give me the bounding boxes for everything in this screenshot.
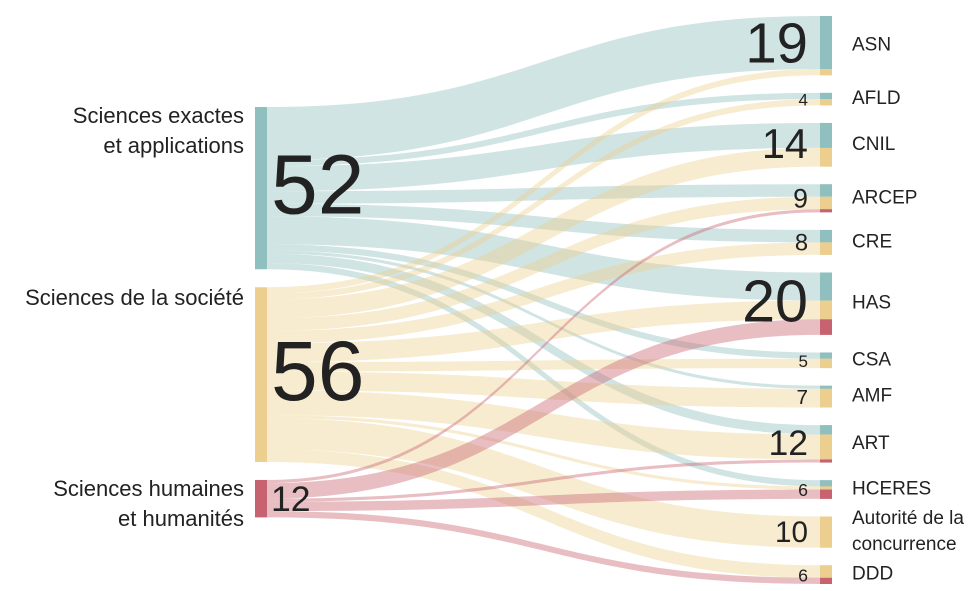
target-segment [820, 434, 832, 460]
target-segment [820, 385, 832, 389]
source-node [255, 479, 267, 518]
flow [267, 511, 820, 584]
target-label: HCERES [852, 479, 931, 500]
target-segment [820, 425, 832, 435]
flow [267, 449, 820, 578]
flow [267, 250, 820, 389]
flow [267, 69, 820, 294]
target-segment [820, 300, 832, 320]
target-label: CRE [852, 231, 892, 252]
target-segment [820, 99, 832, 106]
flow [267, 390, 820, 460]
flow [267, 209, 820, 484]
target-label: concurrence [852, 534, 957, 555]
flow [267, 319, 820, 499]
target-value: 7 [796, 386, 808, 409]
flow [267, 253, 820, 435]
source-value: 56 [271, 324, 364, 418]
flow [267, 459, 820, 502]
target-value: 6 [798, 480, 808, 500]
flow [267, 263, 820, 487]
flow [267, 489, 820, 512]
target-segment [820, 352, 832, 359]
flow [267, 203, 820, 243]
flow [267, 122, 820, 192]
flow [267, 184, 820, 204]
target-segment [820, 242, 832, 255]
target-label: ASN [852, 35, 891, 56]
target-label: ARCEP [852, 187, 917, 208]
target-segment [820, 480, 832, 487]
target-segment [820, 92, 832, 100]
target-segment [820, 516, 832, 548]
target-segment [820, 69, 832, 76]
flow [267, 415, 820, 490]
target-label: Autorité de la [852, 508, 964, 529]
target-segment [820, 489, 832, 499]
target-label: HAS [852, 293, 891, 314]
target-value: 20 [742, 267, 808, 334]
target-label: CNIL [852, 134, 895, 155]
flow [267, 16, 820, 161]
source-label: Sciences exactes [73, 103, 244, 128]
flow [267, 358, 820, 372]
target-segment [820, 16, 832, 70]
flow [267, 216, 820, 301]
source-label: Sciences humaines [53, 476, 244, 501]
target-segment [820, 486, 832, 490]
target-segment [820, 147, 832, 167]
target-value: 19 [745, 12, 808, 75]
target-value: 6 [798, 565, 808, 585]
target-value: 9 [793, 183, 808, 213]
target-segment [820, 319, 832, 335]
target-label: DDD [852, 564, 893, 585]
target-value: 12 [768, 423, 808, 463]
target-label: ART [852, 433, 890, 454]
target-segment [820, 272, 832, 301]
flow [267, 418, 820, 548]
flow [267, 147, 820, 319]
target-value: 10 [775, 516, 808, 549]
target-value: 14 [762, 120, 808, 167]
target-segment [820, 577, 832, 584]
source-label: et applications [103, 133, 244, 158]
source-node [255, 107, 267, 270]
flow [267, 196, 820, 331]
target-label: AMF [852, 386, 892, 407]
target-value: 4 [799, 91, 808, 110]
source-label: et humanités [118, 506, 244, 531]
target-label: AFLD [852, 88, 901, 109]
flow [267, 300, 820, 363]
target-segment [820, 459, 832, 463]
target-segment [820, 122, 832, 148]
flow [267, 99, 820, 300]
target-value: 5 [799, 352, 808, 371]
target-segment [820, 196, 832, 210]
flow [267, 244, 820, 359]
target-segment [820, 565, 832, 578]
target-segment [820, 209, 832, 213]
flow [267, 242, 820, 344]
source-value: 12 [271, 479, 311, 519]
target-value: 8 [795, 231, 808, 257]
target-segment [820, 229, 832, 243]
target-label: CSA [852, 349, 891, 370]
source-node [255, 287, 267, 462]
flow [267, 92, 820, 167]
source-label: Sciences de la société [25, 285, 244, 310]
target-segment [820, 388, 832, 408]
flow [267, 371, 820, 408]
source-value: 52 [271, 137, 364, 231]
target-segment [820, 358, 832, 369]
target-segment [820, 184, 832, 197]
